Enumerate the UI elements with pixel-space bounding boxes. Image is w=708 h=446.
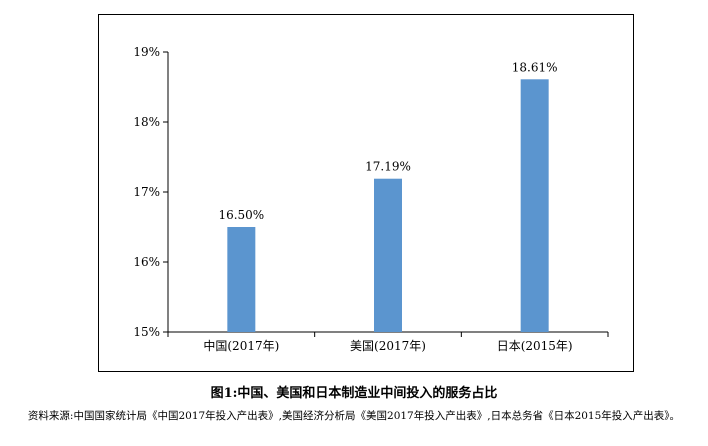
bar: [374, 178, 402, 332]
x-tick-label: 美国(2017年): [350, 339, 426, 353]
y-tick-label: 15%: [133, 325, 160, 339]
chart-frame: [98, 14, 634, 372]
bars: 16.50% 17.19% 18.61%: [218, 60, 558, 332]
data-label: 18.61%: [512, 60, 558, 74]
data-label: 16.50%: [218, 208, 264, 222]
bar: [520, 79, 549, 332]
x-axis: 中国(2017年) 美国(2017年) 日本(2015年): [167, 331, 609, 353]
figure-caption: 图1:中国、美国和日本制造业中间投入的服务占比: [210, 386, 498, 401]
source-note: 资料来源:中国国家统计局《中国2017年投入产出表》,美国经济分析局《美国201…: [27, 410, 681, 422]
data-label: 17.19%: [365, 160, 411, 174]
y-tick-label: 19%: [133, 45, 160, 59]
x-tick-label: 中国(2017年): [203, 338, 279, 353]
y-axis: 15% 16% 17% 18% 19%: [133, 45, 169, 339]
x-tick-label: 日本(2015年): [497, 339, 573, 353]
y-tick-label: 16%: [133, 255, 160, 269]
y-tick-label: 17%: [133, 185, 160, 199]
bar: [227, 227, 256, 332]
y-tick-label: 18%: [133, 115, 160, 129]
